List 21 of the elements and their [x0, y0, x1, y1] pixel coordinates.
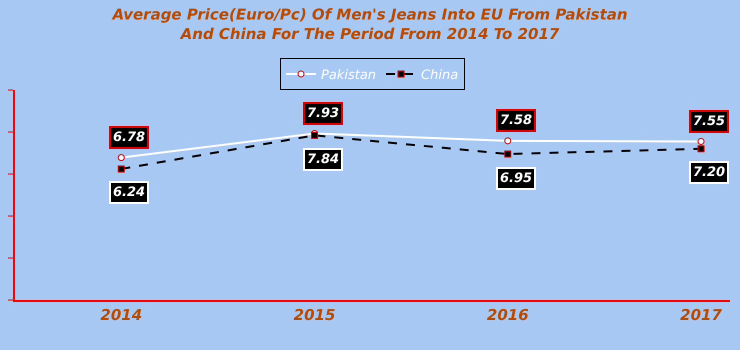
data-label: 7.20 — [693, 165, 726, 180]
x-tick-label: 2016 — [486, 306, 529, 324]
point — [504, 137, 512, 144]
point — [118, 154, 125, 162]
x-tick-label: 2014 — [100, 306, 142, 324]
data-label: 7.58 — [500, 113, 532, 128]
legend-label: Pakistan — [321, 68, 376, 84]
data-label: 6.78 — [113, 130, 146, 145]
data-label: 7.84 — [307, 152, 340, 167]
point — [698, 138, 705, 145]
x-tick-label: 2017 — [680, 306, 722, 324]
point — [504, 150, 512, 158]
data-label: 7.93 — [307, 106, 340, 121]
data-label: 6.95 — [500, 171, 532, 186]
chart-title: Average Price(Euro/Pc) Of Men's Jeans Into EU From Pakistan And China For The Period From 2014 To 2017 — [111, 5, 628, 43]
data-label: 6.24 — [113, 185, 146, 200]
point — [118, 165, 125, 172]
x-tick-label: 2015 — [294, 306, 336, 324]
data-label: 7.55 — [693, 114, 726, 129]
point — [698, 145, 705, 152]
legend-label: China — [421, 68, 458, 84]
